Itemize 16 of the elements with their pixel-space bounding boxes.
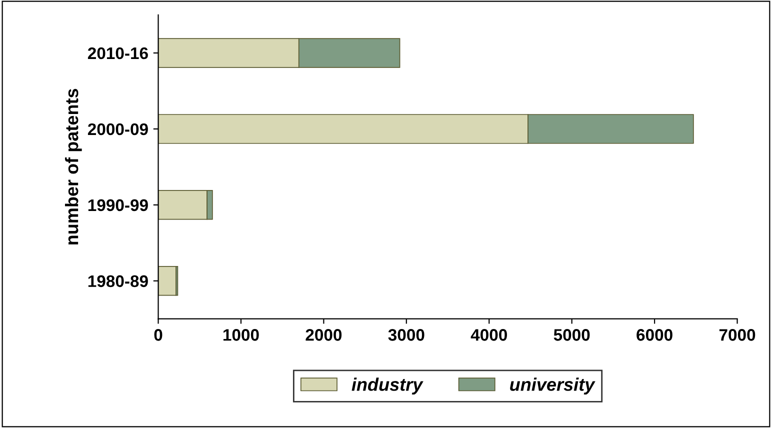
x-tick-label: 1000 [223,329,259,341]
y-tick-label: 1990-99 [88,199,148,212]
bar [158,266,176,296]
y-axis-title: number of patents [64,88,82,244]
x-tick-label: 3000 [388,329,424,341]
legend-label: industry [352,378,424,394]
y-tick-label: 2000-09 [88,123,148,136]
x-tick-label: 0 [154,329,162,341]
x-tick-label: 5000 [554,329,590,341]
x-tick-label: 6000 [636,329,672,341]
y-tick-label: 2010-16 [88,47,148,60]
legend-label: university [510,378,596,394]
x-tick-label: 2000 [306,329,342,341]
y-tick-label: 1980-89 [88,275,148,288]
x-tick-label: 4000 [470,329,507,341]
x-tick-label: 7000 [719,329,756,341]
